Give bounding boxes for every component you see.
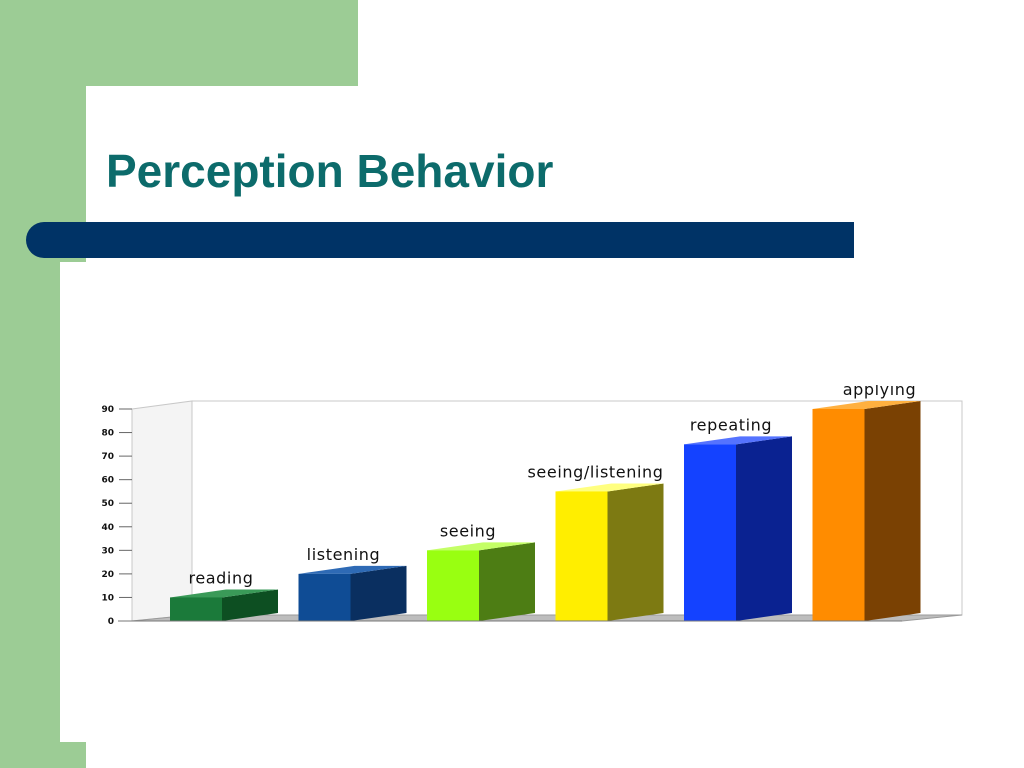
y-tick-label: 60 bbox=[101, 476, 114, 486]
bar-seeing bbox=[427, 542, 535, 621]
y-tick-label: 10 bbox=[101, 593, 114, 603]
bar-repeating bbox=[684, 436, 792, 621]
chart-side-wall bbox=[131, 400, 193, 622]
bar-side-face bbox=[222, 589, 278, 621]
bar-category-label: repeating bbox=[690, 415, 772, 434]
y-tick-label: 40 bbox=[101, 523, 114, 533]
bar-top-face bbox=[555, 483, 664, 492]
bar-category-label: listening bbox=[307, 545, 381, 564]
bar-front-face bbox=[812, 409, 865, 621]
bar-side-face bbox=[607, 483, 664, 621]
bar-top-face bbox=[427, 542, 535, 551]
bar-front-face bbox=[170, 597, 222, 621]
bar-front-face bbox=[555, 491, 608, 621]
top-accent-band bbox=[0, 0, 358, 86]
bar-side-face bbox=[479, 542, 535, 621]
bar-category-label: seeing bbox=[440, 521, 496, 540]
bar-top-face bbox=[170, 589, 278, 598]
y-tick-label: 20 bbox=[101, 570, 114, 580]
left-accent-strip bbox=[0, 262, 60, 742]
bar-chart: 0 10 20 30 40 50 60 70 80 90 reading listening seein… bbox=[101, 385, 963, 627]
y-tick-label: 80 bbox=[101, 429, 114, 439]
title-divider-bar bbox=[26, 222, 854, 258]
y-tick-label: 70 bbox=[101, 452, 114, 462]
bar-side-face bbox=[736, 436, 792, 621]
bar-applying bbox=[812, 401, 921, 621]
bar-category-label: applying bbox=[843, 385, 917, 399]
bar-front-face bbox=[427, 550, 479, 621]
bar-top-face bbox=[684, 436, 792, 445]
bar-listening bbox=[298, 565, 407, 621]
bar-top-face bbox=[298, 565, 407, 574]
bar-reading bbox=[170, 589, 278, 621]
y-tick-label: 50 bbox=[101, 499, 114, 509]
y-tick-label: 90 bbox=[101, 405, 114, 415]
y-tick-label: 30 bbox=[101, 546, 114, 556]
bar-front-face bbox=[298, 573, 351, 621]
bar-seeing-listening bbox=[555, 483, 664, 621]
bar-top-face bbox=[812, 401, 921, 409]
bar-front-face bbox=[684, 444, 736, 621]
content-panel-inset bbox=[60, 262, 86, 742]
bar-side-face bbox=[350, 565, 407, 621]
bar-category-label: seeing/listening bbox=[528, 462, 664, 481]
y-tick-label: 0 bbox=[108, 617, 114, 627]
bar-category-label: reading bbox=[189, 568, 254, 587]
slide-title: Perception Behavior bbox=[106, 145, 554, 197]
bar-side-face bbox=[864, 401, 921, 621]
